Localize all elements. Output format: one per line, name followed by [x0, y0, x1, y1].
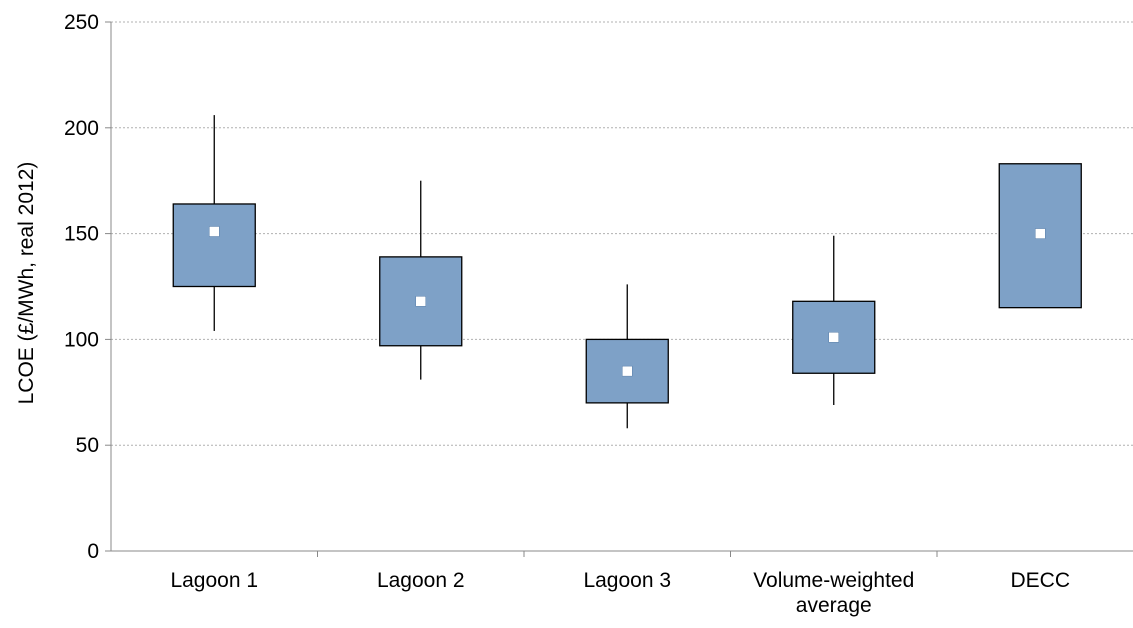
- boxes: [172, 115, 1082, 429]
- x-category-label: DECC: [1010, 569, 1070, 592]
- box-3: [585, 284, 669, 429]
- x-category-label: Lagoon 2: [377, 569, 465, 592]
- y-tick-label: 100: [64, 328, 99, 351]
- mid-marker: [415, 296, 426, 307]
- x-category-label: average: [796, 594, 872, 617]
- box-5: [998, 163, 1082, 309]
- labels: 0 50 100 150 200 250 Lagoon 1 Lagoon 2 Lagoon 3 V…: [64, 11, 1070, 617]
- y-tick-label: 250: [64, 11, 99, 34]
- y-axis-title: LCOE (£/MWh, real 2012): [15, 162, 38, 405]
- y-tick-label: 50: [76, 434, 99, 457]
- y-tick-label: 0: [87, 540, 99, 563]
- x-category-label: Lagoon 3: [583, 569, 671, 592]
- box-2: [379, 180, 463, 380]
- y-tick-label: 150: [64, 223, 99, 246]
- mid-marker: [1035, 228, 1046, 239]
- box-4: [792, 235, 876, 405]
- y-tick-label: 200: [64, 117, 99, 140]
- box-1: [172, 115, 256, 331]
- box-body: [172, 203, 256, 288]
- mid-marker: [828, 332, 839, 343]
- mid-marker: [622, 365, 633, 377]
- mid-marker: [209, 226, 220, 237]
- x-category-label: Volume-weighted: [753, 569, 914, 592]
- x-category-label: Lagoon 1: [170, 569, 258, 592]
- axes: [105, 21, 1133, 557]
